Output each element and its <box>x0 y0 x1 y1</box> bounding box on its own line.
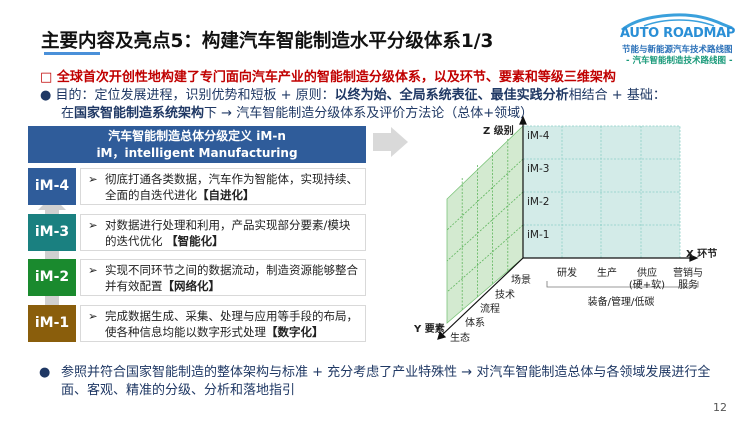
level-description: ➢ 实现不同环节之间的数据流动，制造资源能够整合并有效配置【网络化】 <box>80 259 366 296</box>
page-title: 主要内容及亮点5：构建汽车智能制造水平分级体系1/3 <box>41 31 494 52</box>
bullet-icon: ● <box>39 365 51 380</box>
arrow-bullet-icon: ➢ <box>88 263 98 277</box>
y-item-label: 流程 <box>480 304 500 315</box>
y-axis-label: Y 要素 <box>414 324 445 335</box>
y-item-label: 生态 <box>450 333 470 344</box>
x-item-label: 供应 <box>637 268 657 279</box>
level-text: 实现不同环节之间的数据流动，制造资源能够整合并有效配置 <box>105 263 358 293</box>
z-level-label: iM-1 <box>527 229 550 241</box>
level-badge: iM-2 <box>28 259 76 296</box>
x-item-label: 生产 <box>597 268 617 279</box>
axes <box>437 115 699 340</box>
highlight-line: □ 全球首次开创性地构建了专门面向汽车产业的智能制造分级体系，以及环节、要素和等… <box>40 66 616 85</box>
z-axis-label: Z 级别 <box>483 126 514 137</box>
y-item-label: 技术 <box>495 290 515 301</box>
x-group-label: 装备/管理/低碳 <box>587 297 655 308</box>
basis-bold: 国家智能制造系统架构 <box>74 106 205 121</box>
level-tag: 【网络化】 <box>162 279 221 293</box>
logo-line2: - 汽车智能制造技术路线图 - <box>626 56 733 66</box>
checkbox-marker-icon: □ <box>40 70 53 85</box>
level-badge: iM-1 <box>28 305 76 342</box>
right-arrow-head <box>391 127 408 157</box>
level-badge: iM-3 <box>28 214 76 251</box>
purpose-text: 目的：定位发展进程，识别优势和短板 + 原则： <box>55 88 335 103</box>
logo-line1: 节能与新能源汽车技术路线图 <box>622 45 733 55</box>
x-item-label: (硬+软) <box>628 280 666 291</box>
z-level-label: iM-4 <box>527 130 550 142</box>
level-description: ➢ 对数据进行处理和利用，产品实现部分要素/模块的迭代优化 【智能化】 <box>80 214 366 251</box>
highlight-text: 全球首次开创性地构建了专门面向汽车产业的智能制造分级体系，以及环节、要素和等级三… <box>56 70 616 85</box>
right-arrow-icon <box>373 133 391 151</box>
level-description: ➢ 完成数据生成、采集、处理与应用等手段的布局，使各种信息均能以数字形式处理【数字… <box>80 305 366 342</box>
principle-text: 以终为始、全局系统表征、最佳实践分析 <box>334 88 569 103</box>
auto-roadmap-logo: AUTO ROADMAP 节能与新能源汽车技术路线图 - 汽车智能制造技术路线图… <box>604 6 744 66</box>
basis-text: 下 → 汽车智能制造分级体系及评价方法论（总体+领域） <box>204 106 534 121</box>
level-description: ➢ 彻底打通各类数据，汽车作为智能体，实现持续、全面的自迭代进化【自进化】 <box>80 168 366 205</box>
conclusion-text: 参照并符合国家智能制造的整体架构与标准 + 充分考虑了产业特殊性 → 对汽车智能… <box>61 365 711 398</box>
purpose-line: ● 目的：定位发展进程，识别优势和短板 + 原则：以终为始、全局系统表征、最佳实… <box>40 84 666 103</box>
arrow-bullet-icon: ➢ <box>88 218 98 232</box>
bullet-icon: ● <box>40 88 52 103</box>
z-level-label: iM-2 <box>527 196 550 208</box>
conclusion-line: ● 参照并符合国家智能制造的整体架构与标准 + 充分考虑了产业特殊性 → 对汽车智… <box>39 364 730 400</box>
y-item-label: 场景 <box>511 275 531 286</box>
x-item-label: 营销与 <box>673 268 703 279</box>
levels-header-line1: 汽车智能制造总体分级定义 iM-n <box>108 129 286 143</box>
purpose-text-2: 相结合 + 基础： <box>568 88 666 103</box>
y-item-label: 体系 <box>465 318 485 329</box>
page-number: 12 <box>713 401 727 414</box>
x-item-label: 服务 <box>678 280 698 291</box>
arrow-bullet-icon: ➢ <box>88 172 98 186</box>
arrow-bullet-icon: ➢ <box>88 309 98 323</box>
z-level-label: iM-3 <box>527 163 550 175</box>
basis-line: 在国家智能制造系统架构下 → 汽车智能制造分级体系及评价方法论（总体+领域） <box>61 102 533 121</box>
logo-brand: AUTO ROADMAP <box>620 26 736 41</box>
level-tag: 【数字化】 <box>266 325 324 339</box>
level-text: 对数据进行处理和利用，产品实现部分要素/模块的迭代优化 <box>105 218 351 248</box>
basis-prefix: 在 <box>61 106 75 121</box>
levels-header: 汽车智能制造总体分级定义 iM-n iM，intelligent Manufact… <box>28 126 366 163</box>
level-tag: 【智能化】 <box>166 234 224 248</box>
level-text: 完成数据生成、采集、处理与应用等手段的布局，使各种信息均能以数字形式处理 <box>105 309 358 339</box>
x-item-label: 研发 <box>557 268 577 279</box>
y-plane <box>446 125 524 324</box>
title-underline <box>44 52 100 55</box>
level-text: 彻底打通各类数据，汽车作为智能体，实现持续、全面的自迭代进化 <box>105 172 358 202</box>
level-tag: 【自进化】 <box>197 188 255 202</box>
levels-header-line2: iM，intelligent Manufacturing <box>96 146 298 160</box>
car-silhouette-icon <box>621 13 733 32</box>
three-dimension-diagram <box>437 115 699 340</box>
level-badge: iM-4 <box>28 168 76 205</box>
x-axis-label: X 环节 <box>686 249 718 260</box>
